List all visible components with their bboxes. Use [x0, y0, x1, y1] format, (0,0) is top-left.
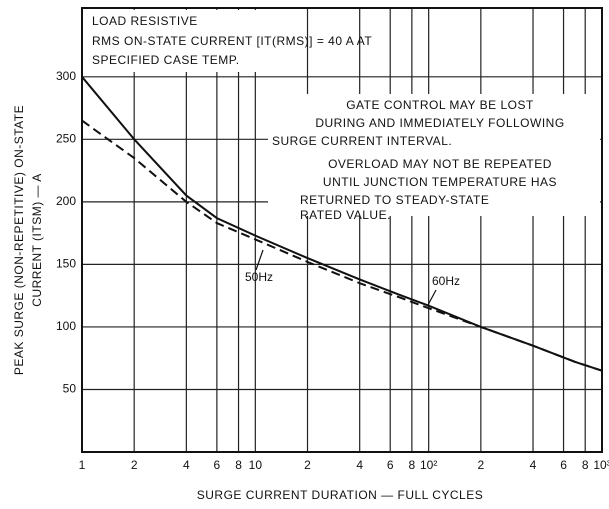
annotation: GATE CONTROL MAY BE LOST — [346, 98, 534, 112]
y-tick-label: 200 — [56, 194, 76, 208]
annotation: SPECIFIED CASE TEMP. — [92, 53, 240, 67]
annotation: OVERLOAD MAY NOT BE REPEATED — [328, 157, 552, 171]
y-tick-label: 250 — [56, 131, 76, 145]
legend-label: 50Hz — [245, 270, 273, 284]
pointer — [255, 249, 264, 271]
x-tick-label: 6 — [560, 458, 567, 472]
x-tick-label: 4 — [356, 458, 363, 472]
x-axis-label: SURGE CURRENT DURATION — FULL CYCLES — [197, 488, 483, 502]
y-tick-label: 150 — [56, 257, 76, 271]
x-tick-label: 8 — [582, 458, 589, 472]
y-axis-label: PEAK SURGE (NON-REPETITIVE) ON-STATE — [12, 105, 26, 375]
x-tick-label: 8 — [235, 458, 242, 472]
annotation: SURGE CURRENT INTERVAL. — [272, 134, 452, 148]
note-box — [84, 10, 284, 72]
legend-label: 60Hz — [432, 274, 460, 288]
x-tick-label: 10³ — [593, 458, 609, 472]
x-tick-label: 6 — [214, 458, 221, 472]
x-tick-label: 6 — [387, 458, 394, 472]
annotation: LOAD RESISTIVE — [92, 14, 198, 28]
note-box — [268, 94, 600, 216]
annotation: RMS ON-STATE CURRENT [IT(RMS)] = 40 A AT — [92, 34, 372, 48]
x-tick-label: 4 — [183, 458, 190, 472]
x-tick-label: 1 — [79, 458, 86, 472]
annotation: DURING AND IMMEDIATELY FOLLOWING — [315, 116, 564, 130]
x-tick-label: 2 — [304, 458, 311, 472]
x-tick-label: 2 — [478, 458, 485, 472]
y-axis-label: CURRENT (ITSM) — A — [30, 173, 44, 306]
x-tick-label: 10² — [420, 458, 437, 472]
y-tick-label: 100 — [56, 319, 76, 333]
annotation: RATED VALUE. — [300, 208, 391, 222]
x-tick-label: 4 — [530, 458, 537, 472]
plot-frame — [81, 7, 603, 453]
y-tick-label: 300 — [56, 69, 76, 83]
annotation: UNTIL JUNCTION TEMPERATURE HAS — [323, 175, 557, 189]
series-line — [81, 76, 603, 372]
annotation: RETURNED TO STEADY-STATE — [300, 193, 489, 207]
x-tick-label: 10 — [249, 458, 263, 472]
x-tick-label: 2 — [131, 458, 138, 472]
y-tick-label: 50 — [63, 382, 77, 396]
x-tick-label: 8 — [409, 458, 416, 472]
pointer — [427, 289, 437, 306]
